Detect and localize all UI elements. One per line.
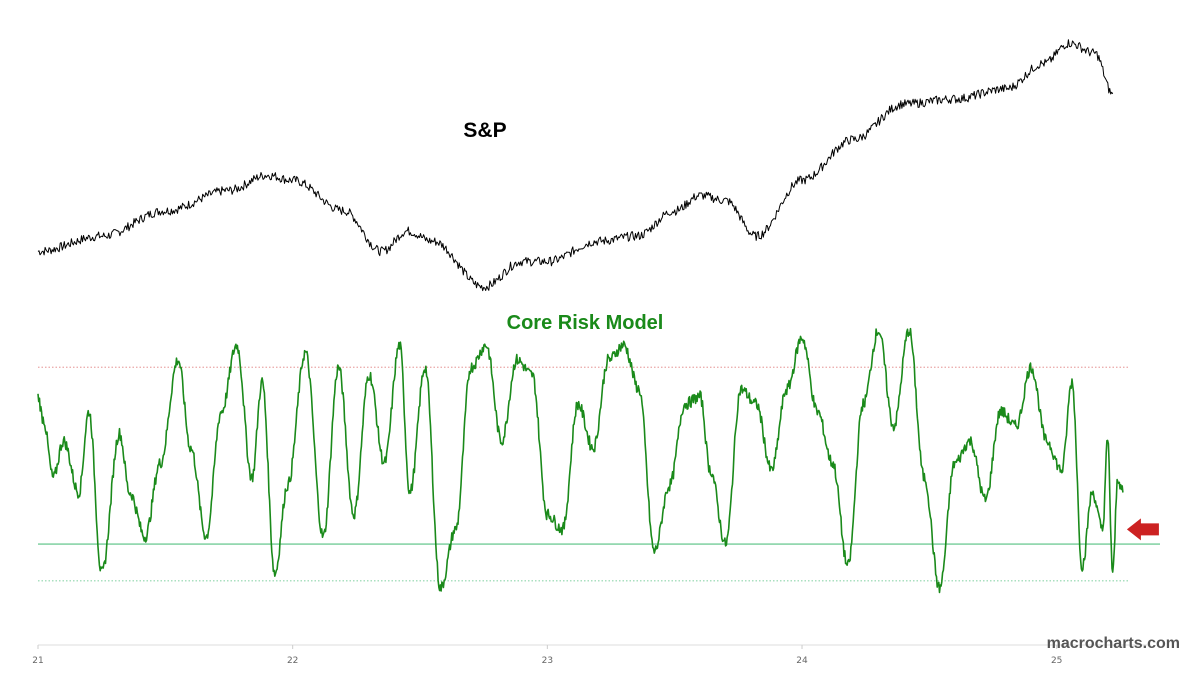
x-tick-label: 21 [32,656,43,666]
x-tick-label: 24 [796,656,808,666]
watermark: macrocharts.com [1047,635,1180,652]
red-arrow-marker [1126,518,1159,541]
x-tick-label: 25 [1051,656,1062,666]
core-risk-model-title: Core Risk Model [507,312,664,334]
sp-series-line [37,39,1114,292]
core-risk-model-series-line [37,327,1124,594]
x-axis-ticks: 21 22 23 24 25 [32,645,1062,666]
x-tick-label: 22 [287,656,298,666]
sp-title: S&P [463,119,506,142]
x-tick-label: 23 [542,656,553,666]
